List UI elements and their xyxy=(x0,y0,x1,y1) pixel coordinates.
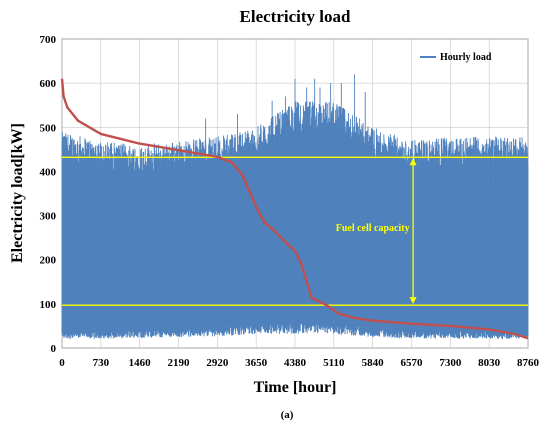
x-tick-label: 7300 xyxy=(439,357,462,369)
annotation-arrow-head xyxy=(409,158,417,166)
x-tick-label: 5110 xyxy=(323,357,345,369)
x-tick-label: 8760 xyxy=(517,357,540,369)
panel-label: (a) xyxy=(281,409,294,421)
x-tick-label: 4380 xyxy=(284,357,307,369)
x-tick-label: 8030 xyxy=(478,357,501,369)
y-tick-label: 100 xyxy=(40,299,57,311)
duration-curve-series xyxy=(60,78,529,340)
x-tick-label: 3650 xyxy=(245,357,268,369)
x-tick-label: 730 xyxy=(93,357,110,369)
y-axis-label: Electricity load[kW] xyxy=(9,123,26,263)
x-tick-label: 5840 xyxy=(362,357,385,369)
y-axis-ticks: 0 100 200 300 400 500 600 700 xyxy=(40,34,57,355)
y-tick-label: 600 xyxy=(40,78,57,90)
x-axis-label: Time [hour] xyxy=(254,379,337,396)
y-tick-label: 0 xyxy=(51,343,57,355)
hourly-load-series xyxy=(61,74,529,339)
capacity-annotation: Fuel cell capacity xyxy=(336,158,417,305)
x-tick-label: 0 xyxy=(59,357,65,369)
hourly-load-line xyxy=(61,74,529,339)
duration-curve-line xyxy=(60,78,529,340)
y-tick-label: 300 xyxy=(40,211,57,223)
x-tick-label: 6570 xyxy=(401,357,424,369)
plot-area: Fuel cell capacity xyxy=(60,38,529,349)
legend: Hourly load xyxy=(420,52,492,63)
chart-title: Electricity load xyxy=(240,7,351,26)
y-tick-label: 700 xyxy=(40,34,57,46)
y-tick-label: 200 xyxy=(40,255,57,267)
x-tick-label: 1460 xyxy=(129,357,152,369)
legend-label: Hourly load xyxy=(440,52,492,63)
annotation-arrow-head xyxy=(409,297,417,305)
y-tick-label: 500 xyxy=(40,122,57,134)
capacity-lines xyxy=(62,156,528,306)
x-tick-label: 2920 xyxy=(206,357,229,369)
x-tick-label: 2190 xyxy=(168,357,191,369)
annotation-label: Fuel cell capacity xyxy=(336,223,410,234)
y-tick-label: 400 xyxy=(40,166,57,178)
x-axis-ticks: 0 730 1460 2190 2920 3650 4380 5110 5840 6570 7300… xyxy=(59,357,539,369)
